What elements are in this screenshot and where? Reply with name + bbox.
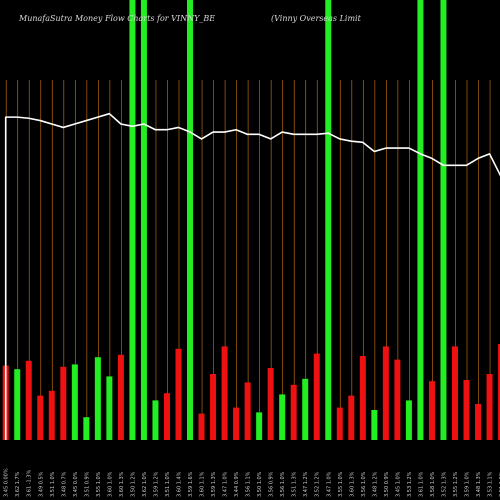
highlight-column — [129, 0, 136, 440]
volume-bar — [486, 374, 493, 440]
volume-bar — [382, 346, 389, 440]
x-tick-label: 3.48 1.2% — [372, 471, 378, 497]
highlight-column — [417, 0, 424, 440]
volume-bar — [371, 410, 378, 440]
x-tick-label: 3.48 1.3% — [476, 471, 482, 497]
x-tick-label: 3.55 1.2% — [453, 471, 459, 497]
x-tick-label: 3.59 1.0% — [465, 471, 471, 497]
highlight-column — [440, 0, 447, 440]
x-tick-label: 3.59 1.2% — [153, 471, 159, 497]
volume-bar — [37, 395, 44, 440]
highlight-column — [140, 0, 147, 440]
x-tick-label: 3.56 1.0% — [280, 471, 286, 497]
volume-bar — [244, 382, 251, 440]
volume-bar — [25, 360, 32, 440]
volume-bar — [348, 395, 355, 440]
volume-bar — [302, 378, 309, 440]
x-tick-label: 3.61 -1.3% — [27, 470, 33, 497]
x-tick-label: 3.48 0.7% — [61, 471, 67, 497]
volume-bar — [106, 376, 113, 440]
x-tick-label: 3.55 1.0% — [338, 471, 344, 497]
x-tick-label: 3.62 1.0% — [142, 471, 148, 497]
x-tick-label: 3.47 1.2% — [303, 471, 309, 497]
volume-bar — [475, 404, 482, 440]
volume-bar — [48, 390, 55, 440]
highlight-column — [325, 0, 332, 440]
price-line-group — [4, 112, 500, 440]
volume-bar — [83, 417, 90, 440]
volume-bar — [198, 413, 205, 440]
volume-bar — [336, 407, 343, 440]
x-tick-label: 3.60 1.3% — [119, 471, 125, 497]
x-tick-label: 3.52 1.2% — [315, 471, 321, 497]
x-tick-label: 3.52 1.3% — [441, 471, 447, 497]
volume-bar — [14, 369, 21, 440]
x-tick-label: 3.51 1.0% — [50, 471, 56, 497]
x-tick-label: 3.55 1.0% — [96, 471, 102, 497]
highlight-columns — [129, 0, 447, 440]
volume-bar — [233, 407, 240, 440]
x-tick-label: 3.62 1.7% — [15, 471, 21, 497]
x-tick-label: 3.50 1.0% — [257, 471, 263, 497]
x-tick-label: 3.44 0.9% — [234, 471, 240, 497]
highlight-column — [187, 0, 194, 440]
volume-bar — [175, 348, 182, 440]
x-tick-label: 3.51 1.0% — [165, 471, 171, 497]
x-tick-label: 3.49 0.5% — [38, 471, 44, 497]
x-tick-label: 3.56 0.9% — [269, 471, 275, 497]
volume-bar — [290, 384, 297, 440]
volume-bar — [279, 394, 286, 440]
x-tick-label: 3.60 1.3% — [349, 471, 355, 497]
x-tick-label: 3.59 1.3% — [211, 471, 217, 497]
x-axis-labels: 3.45 0.00% 3.62 1.7% 3.61 -1.3% 3.49 0.5% 3.… — [4, 468, 500, 497]
volume-bar — [256, 412, 263, 440]
x-tick-label: 3.47 1.0% — [326, 471, 332, 497]
x-tick-label: 3.60 1.4% — [177, 471, 183, 497]
volume-bars — [2, 344, 500, 440]
x-tick-label: 3.51 1.3% — [292, 471, 298, 497]
volume-bar — [359, 356, 366, 440]
x-tick-label: 3.45 1.0% — [395, 471, 401, 497]
x-tick-label: 3.56 1.1% — [246, 471, 252, 497]
price-line — [4, 112, 500, 440]
x-tick-label: 3.45 0.0% — [73, 471, 79, 497]
x-tick-label: 3.45 0.00% — [4, 468, 10, 497]
x-tick-label: 3.61 1.0% — [418, 471, 424, 497]
volume-bar — [313, 353, 320, 440]
x-tick-label: 3.56 1.0% — [361, 471, 367, 497]
volume-bar — [94, 357, 101, 440]
x-tick-label: 3.58 1.0% — [430, 471, 436, 497]
x-tick-label: 3.50 0.9% — [384, 471, 390, 497]
chart-title: MunafaSutra Money Flow Charts for VINNY_… — [19, 14, 216, 23]
volume-bar — [60, 366, 67, 440]
x-tick-label: 3.60 1.0% — [107, 471, 113, 497]
x-tick-label: 3.60 1.1% — [200, 471, 206, 497]
volume-bar — [152, 400, 159, 440]
volume-bar — [117, 354, 124, 440]
volume-bar — [498, 344, 500, 440]
x-tick-label: 3.50 1.2% — [130, 471, 136, 497]
volume-bar — [71, 364, 78, 440]
volume-bar — [451, 346, 458, 440]
x-tick-label: 3.53 1.2% — [407, 471, 413, 497]
x-tick-label: 3.53 1.1% — [488, 471, 494, 497]
volume-bar — [428, 381, 435, 440]
volume-bar — [221, 346, 228, 440]
volume-bar — [267, 368, 274, 440]
volume-bar — [463, 380, 470, 440]
x-tick-label: 3.51 0.9% — [84, 471, 90, 497]
volume-bar — [163, 393, 170, 440]
company-name: (Vinny Overseas Limit — [271, 14, 361, 23]
volume-bar — [210, 374, 217, 440]
volume-bar — [405, 400, 412, 440]
x-tick-label: 3.47 1.0% — [223, 471, 229, 497]
x-tick-label: 3.59 1.6% — [188, 471, 194, 497]
volume-bar — [394, 359, 401, 440]
